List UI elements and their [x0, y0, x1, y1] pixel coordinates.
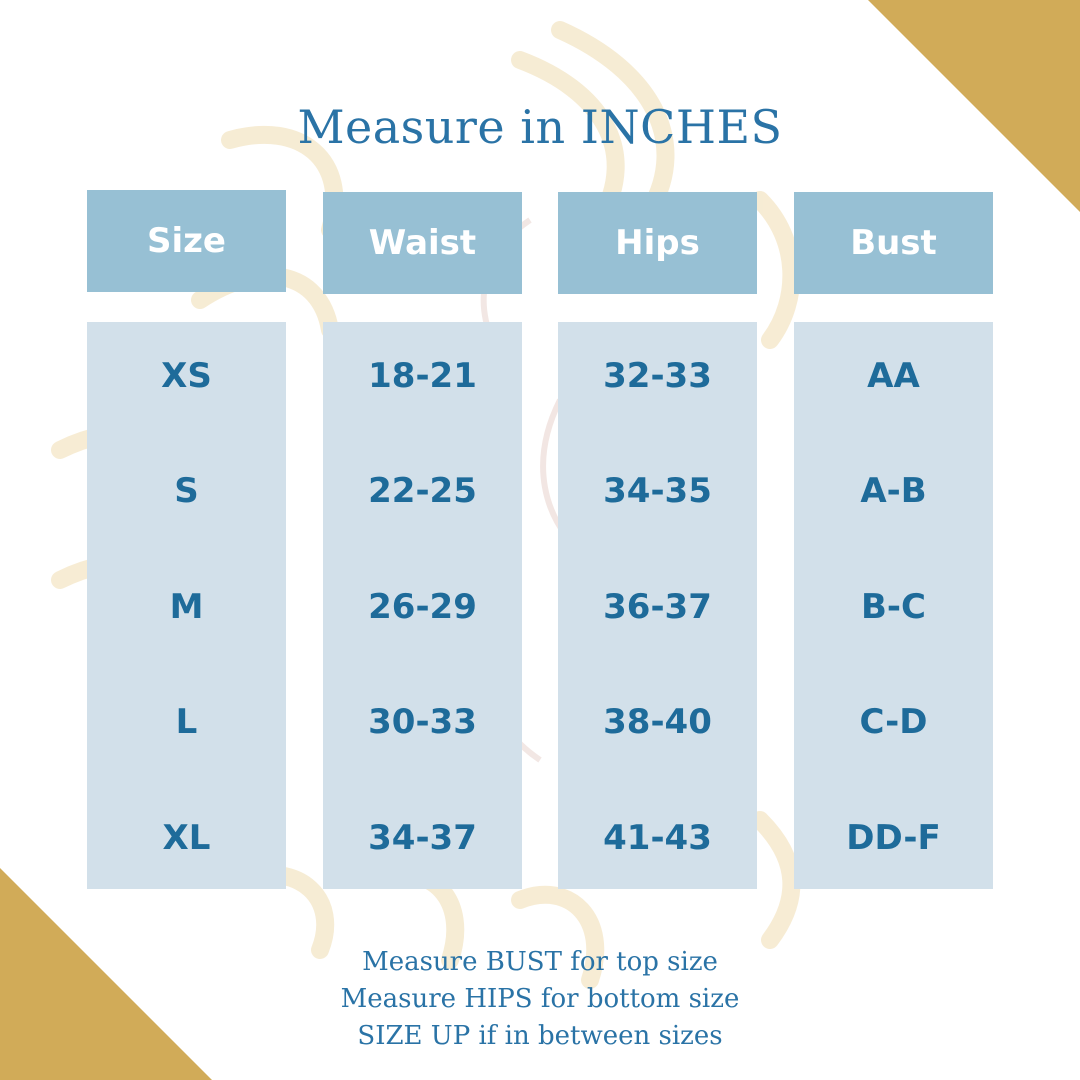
hips-cell: 32-33: [603, 356, 712, 396]
size-cell: XS: [161, 356, 212, 396]
size-cell: XL: [162, 818, 211, 858]
note-line: Measure BUST for top size: [362, 947, 718, 977]
note-line: SIZE UP if in between sizes: [357, 1021, 723, 1051]
bust-cell: C-D: [859, 702, 928, 742]
column-body-hips: 32-33 34-35 36-37 38-40 41-43: [558, 322, 757, 889]
column-body-waist: 18-21 22-25 26-29 30-33 34-37: [323, 322, 522, 889]
column-body-size: XS S M L XL: [87, 322, 286, 889]
size-cell: S: [174, 471, 199, 511]
size-cell: L: [175, 702, 198, 742]
waist-cell: 22-25: [368, 471, 477, 511]
hips-cell: 34-35: [603, 471, 712, 511]
waist-cell: 26-29: [368, 587, 477, 627]
waist-cell: 18-21: [368, 356, 477, 396]
waist-cell: 30-33: [368, 702, 477, 742]
gold-corner-bottom-left: [0, 868, 212, 1080]
note-line: Measure HIPS for bottom size: [340, 984, 740, 1014]
hips-cell: 41-43: [603, 818, 712, 858]
column-body-bust: AA A-B B-C C-D DD-F: [794, 322, 993, 889]
gold-corner-top-right: [868, 0, 1080, 212]
column-header-size: Size: [87, 190, 286, 292]
bust-cell: B-C: [861, 587, 926, 627]
bust-cell: DD-F: [846, 818, 941, 858]
bust-cell: A-B: [860, 471, 927, 511]
column-header-waist: Waist: [323, 192, 522, 294]
size-cell: M: [169, 587, 204, 627]
column-header-hips: Hips: [558, 192, 757, 294]
bust-cell: AA: [867, 356, 920, 396]
measurement-notes: Measure BUST for top size Measure HIPS f…: [0, 944, 1080, 1055]
hips-cell: 38-40: [603, 702, 712, 742]
waist-cell: 34-37: [368, 818, 477, 858]
hips-cell: 36-37: [603, 587, 712, 627]
page-title: Measure in INCHES: [297, 100, 783, 154]
column-header-bust: Bust: [794, 192, 993, 294]
